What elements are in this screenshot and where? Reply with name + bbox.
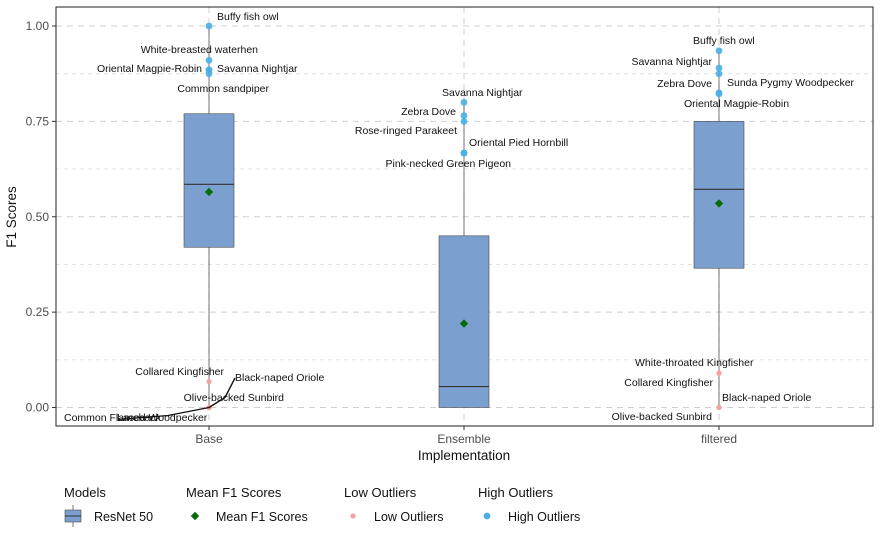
low-outlier-label: Laced Woodpecker (117, 412, 208, 424)
high-outlier-label: Common sandpiper (177, 83, 269, 95)
high-outlier-label: Rose-ringed Parakeet (355, 125, 457, 137)
outlier-labels: Buffy fish owl White-breasted waterhen Ori… (64, 11, 855, 424)
high-outlier-point (205, 22, 213, 30)
legend-key-high (483, 512, 491, 520)
high-outlier-label: Buffy fish owl (693, 35, 755, 47)
legend-group-mean: Mean F1 Scores Mean F1 Scores (186, 485, 308, 524)
high-outlier-label: Oriental Magpie-Robin (97, 63, 202, 75)
low-outlier-point (206, 378, 212, 385)
mean-marker (459, 319, 469, 328)
high-outlier-label: Savanna Nightjar (217, 63, 298, 75)
legend-group-low: Low Outliers Low Outliers (344, 485, 443, 524)
high-outlier-label: Sunda Pygmy Woodpecker (727, 77, 855, 89)
x-tick-label: filtered (701, 432, 737, 446)
low-outlier-label: Collared Kingfisher (624, 377, 713, 389)
leader-line (208, 377, 236, 409)
high-outlier-label: Zebra Dove (657, 78, 712, 90)
y-tick-label: 0.50 (26, 210, 50, 224)
high-outlier-point (715, 70, 723, 78)
legend-title: Mean F1 Scores (186, 485, 282, 500)
low-outlier-point (716, 404, 722, 411)
high-outlier-point (460, 149, 468, 157)
high-outlier-label: Savanna Nightjar (442, 87, 523, 99)
high-outlier-label: Savanna Nightjar (631, 56, 712, 68)
legend-label: ResNet 50 (94, 510, 153, 524)
high-outlier-point (460, 98, 468, 106)
high-outlier-label: Oriental Magpie-Robin (684, 98, 789, 110)
boxes (183, 26, 745, 408)
low-outlier-label: Olive-backed Sunbird (184, 392, 285, 404)
high-outlier-point (460, 112, 468, 120)
y-tick-label: 0.75 (26, 114, 50, 128)
x-tick-label: Ensemble (437, 432, 491, 446)
leader-line (117, 406, 210, 421)
legend-label: Mean F1 Scores (216, 510, 308, 524)
box-ensemble (438, 102, 490, 408)
x-tick-label: Base (195, 432, 223, 446)
high-outlier-point (715, 90, 723, 98)
legend-label: Low Outliers (374, 510, 443, 524)
legend-title: Low Outliers (344, 485, 417, 500)
x-axis-title: Implementation (418, 448, 510, 463)
high-outlier-label: White-breasted waterhen (141, 44, 258, 56)
low-outlier-label: Common Flameback (64, 412, 162, 424)
outlier-points (205, 22, 723, 411)
legend-title: Models (64, 485, 106, 500)
high-outlier-label: Zebra Dove (401, 106, 456, 118)
mean-marker (714, 199, 724, 208)
mean-marker (204, 187, 214, 197)
high-outlier-point (205, 56, 213, 64)
high-outlier-point (460, 117, 468, 125)
high-outlier-label: Oriental Pied Hornbill (469, 137, 568, 149)
high-outlier-point (205, 70, 213, 78)
high-outlier-label: Pink-necked Green Pigeon (386, 158, 512, 170)
high-outlier-point (715, 47, 723, 55)
legend-label: High Outliers (508, 510, 580, 524)
box-filtered (693, 50, 745, 408)
legend-key-low (350, 513, 356, 519)
legend-group-high: High Outliers High Outliers (478, 485, 580, 524)
low-outlier-label: Olive-backed Sunbird (612, 411, 713, 423)
low-outlier-label: Black-naped Oriole (235, 372, 324, 384)
low-outlier-label: Collared Kingfisher (135, 366, 224, 378)
box-body (183, 113, 235, 248)
legend-group-box: Models ResNet 50 (64, 485, 153, 527)
low-outlier-point (716, 370, 722, 376)
high-outlier-label: Buffy fish owl (217, 11, 279, 23)
y-tick-label: 0.25 (26, 305, 50, 319)
legend-key-mean (190, 511, 200, 521)
y-axis-title: F1 Scores (4, 186, 19, 248)
axes: 0.00 0.25 0.50 0.75 1.00 Base Ensemble filtered (26, 19, 737, 446)
legend-title: High Outliers (478, 485, 554, 500)
box-body (693, 121, 745, 269)
y-tick-label: 1.00 (26, 19, 50, 33)
high-outlier-point (715, 64, 723, 72)
y-tick-label: 0.00 (26, 401, 50, 415)
low-outlier-label: Black-naped Oriole (722, 392, 811, 404)
low-outlier-label: White-throated Kingfisher (635, 357, 754, 369)
